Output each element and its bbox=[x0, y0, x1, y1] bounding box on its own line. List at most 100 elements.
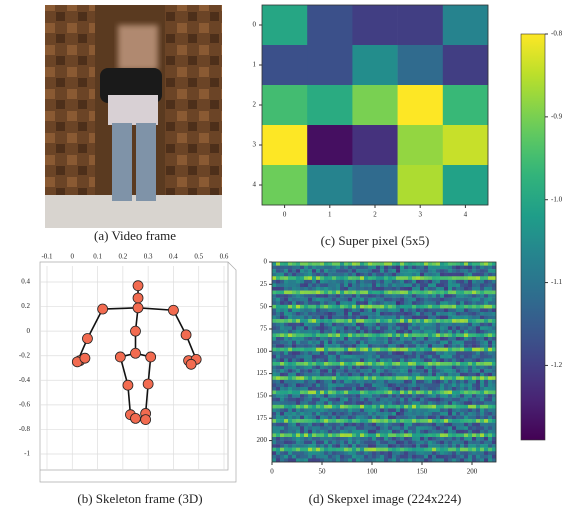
skepxel-cell bbox=[400, 329, 405, 334]
skepxel-cell bbox=[336, 383, 341, 388]
skepxel-cell bbox=[460, 337, 465, 341]
skepxel-cell bbox=[472, 279, 477, 284]
skepxel-cell bbox=[448, 279, 453, 284]
skepxel-cell bbox=[396, 458, 401, 463]
skepxel-cell bbox=[404, 440, 409, 445]
skepxel-cell bbox=[280, 283, 285, 288]
skepxel-cell bbox=[448, 365, 453, 370]
skepxel-cell bbox=[376, 308, 381, 313]
skepxel-cell bbox=[492, 426, 497, 431]
skepxel-cell bbox=[396, 265, 401, 270]
x-tick-label: 0 bbox=[283, 211, 287, 219]
heatmap-cell bbox=[397, 85, 444, 126]
skepxel-cell bbox=[468, 379, 473, 384]
skepxel-cell bbox=[408, 279, 413, 284]
skepxel-cell bbox=[440, 383, 445, 388]
skepxel-cell bbox=[324, 354, 329, 359]
skepxel-cell bbox=[360, 383, 365, 388]
skepxel-cell bbox=[432, 458, 437, 463]
skepxel-cell bbox=[488, 397, 493, 402]
skepxel-cell bbox=[412, 458, 417, 463]
skepxel-cell bbox=[356, 333, 361, 338]
skepxel-cell bbox=[336, 440, 341, 445]
skepxel-cell bbox=[396, 433, 401, 438]
skepxel-cell bbox=[468, 454, 473, 459]
skepxel-cell bbox=[432, 379, 437, 384]
skepxel-cell bbox=[420, 283, 425, 288]
skepxel-cell bbox=[460, 358, 465, 363]
skepxel-cell bbox=[460, 269, 465, 273]
skepxel-cell bbox=[388, 265, 393, 270]
skepxel-cell bbox=[304, 326, 309, 331]
skepxel-cell bbox=[388, 304, 393, 309]
skepxel-cell bbox=[476, 329, 481, 334]
skepxel-cell bbox=[384, 451, 389, 456]
skepxel-cell bbox=[308, 344, 313, 348]
skepxel-cell bbox=[304, 340, 309, 345]
skepxel-cell bbox=[296, 358, 301, 363]
skepxel-cell bbox=[484, 344, 489, 348]
skepxel-cell bbox=[292, 329, 297, 334]
skepxel-cell bbox=[492, 304, 497, 309]
skepxel-cell bbox=[484, 269, 489, 273]
skepxel-cell bbox=[336, 351, 341, 356]
skepxel-cell bbox=[292, 333, 297, 338]
skepxel-cell bbox=[472, 454, 477, 459]
skepxel-cell bbox=[340, 415, 345, 420]
skepxel-cell bbox=[404, 304, 409, 309]
skepxel-cell bbox=[424, 397, 429, 402]
skepxel-cell bbox=[440, 347, 445, 352]
skepxel-cell bbox=[476, 365, 481, 370]
skepxel-cell bbox=[356, 401, 361, 406]
skepxel-cell bbox=[280, 422, 285, 427]
skepxel-cell bbox=[464, 394, 469, 398]
skepxel-cell bbox=[460, 437, 465, 441]
skepxel-cell bbox=[344, 322, 349, 327]
skepxel-cell bbox=[340, 354, 345, 359]
skepxel-cell bbox=[444, 340, 449, 345]
skepxel-cell bbox=[400, 412, 405, 416]
skepxel-cell bbox=[356, 347, 361, 352]
skepxel-cell bbox=[288, 279, 293, 284]
skepxel-cell bbox=[328, 276, 333, 281]
skepxel-cell bbox=[344, 383, 349, 388]
skepxel-cell bbox=[480, 319, 485, 323]
skepxel-cell bbox=[284, 322, 289, 327]
skepxel-cell bbox=[472, 333, 477, 338]
skepxel-cell bbox=[384, 397, 389, 402]
skepxel-cell bbox=[404, 287, 409, 291]
skepxel-cell bbox=[404, 354, 409, 359]
skepxel-cell bbox=[284, 451, 289, 456]
skepxel-cell bbox=[272, 365, 277, 370]
skepxel-cell bbox=[320, 329, 325, 334]
skepxel-cell bbox=[416, 322, 421, 327]
skepxel-cell bbox=[384, 301, 389, 306]
skepxel-cell bbox=[492, 287, 497, 291]
skepxel-cell bbox=[364, 379, 369, 384]
skepxel-cell bbox=[320, 454, 325, 459]
skepxel-cell bbox=[304, 283, 309, 288]
skepxel-cell bbox=[472, 419, 477, 423]
skepxel-cell bbox=[324, 294, 329, 298]
skepxel-cell bbox=[424, 447, 429, 452]
skepxel-cell bbox=[440, 426, 445, 431]
skepxel-cell bbox=[312, 387, 317, 391]
skepxel-cell bbox=[340, 329, 345, 334]
skepxel-cell bbox=[288, 322, 293, 327]
skepxel-cell bbox=[424, 304, 429, 309]
skepxel-cell bbox=[492, 326, 497, 331]
skepxel-cell bbox=[468, 283, 473, 288]
skepxel-cell bbox=[412, 362, 417, 366]
skepxel-cell bbox=[376, 262, 381, 266]
skepxel-cell bbox=[476, 390, 481, 395]
skepxel-cell bbox=[420, 301, 425, 306]
skepxel-cell bbox=[304, 319, 309, 323]
skepxel-cell bbox=[312, 390, 317, 395]
skepxel-cell bbox=[384, 429, 389, 434]
skepxel-cell bbox=[316, 347, 321, 352]
skepxel-cell bbox=[276, 444, 281, 448]
skepxel-cell bbox=[284, 308, 289, 313]
skepxel-cell bbox=[384, 422, 389, 427]
skepxel-cell bbox=[488, 451, 493, 456]
skepxel-cell bbox=[304, 287, 309, 291]
